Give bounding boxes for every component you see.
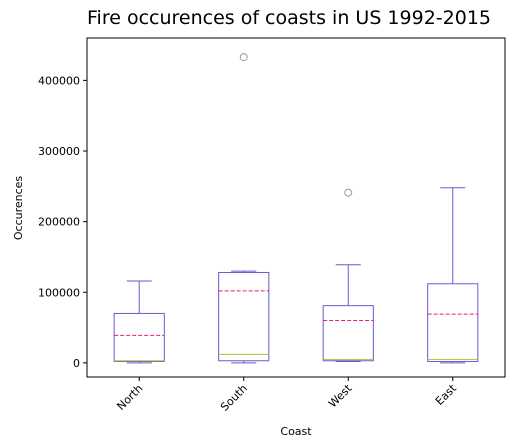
y-axis-label: Occurences bbox=[12, 176, 25, 241]
outlier-point bbox=[239, 53, 248, 62]
y-tick-label: 300000 bbox=[38, 145, 80, 158]
plot-frame bbox=[86, 37, 506, 378]
box-south bbox=[218, 53, 270, 364]
x-tick-label: West bbox=[326, 381, 355, 410]
x-tick-label: South bbox=[218, 382, 250, 414]
y-tick-label: 200000 bbox=[38, 216, 80, 229]
y-tick-label: 100000 bbox=[38, 286, 80, 299]
outlier-point bbox=[344, 188, 353, 197]
y-tick-label: 0 bbox=[73, 357, 80, 370]
iqr-box bbox=[427, 283, 479, 362]
x-tick-label: North bbox=[114, 382, 145, 413]
x-tick-label: East bbox=[433, 381, 459, 407]
box-north bbox=[113, 280, 165, 364]
x-axis-label: Coast bbox=[280, 425, 312, 438]
iqr-box bbox=[218, 271, 270, 362]
plot-area bbox=[113, 53, 479, 364]
iqr-box bbox=[113, 312, 165, 362]
y-tick-label: 400000 bbox=[38, 74, 80, 87]
box-east bbox=[427, 187, 479, 364]
box-west bbox=[322, 188, 374, 362]
chart-title: Fire occurences of coasts in US 1992-201… bbox=[87, 7, 491, 29]
iqr-box bbox=[322, 305, 374, 362]
